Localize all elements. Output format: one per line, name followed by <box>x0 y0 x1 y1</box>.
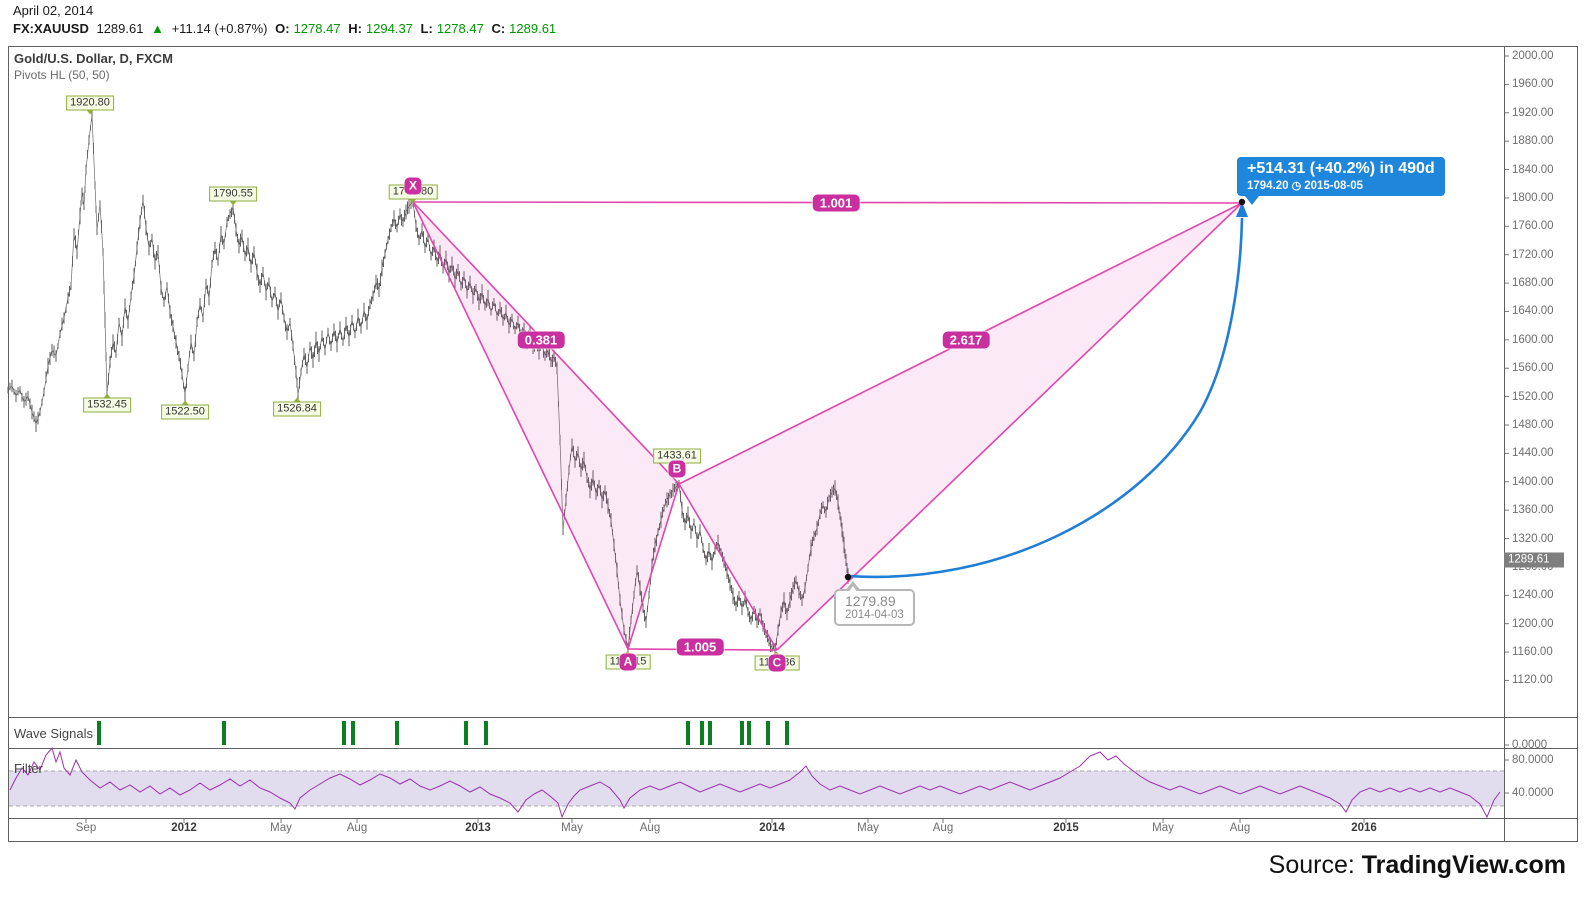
time-scale[interactable] <box>8 818 1504 841</box>
up-arrow-icon: ▲ <box>151 21 164 36</box>
ohlc-readout: FX:XAUUSD 1289.61 ▲ +11.14 (+0.87%) O: 12… <box>13 21 560 36</box>
point-date: 2014-04-03 <box>845 609 904 621</box>
open-value: 1278.47 <box>293 21 341 36</box>
last-price: 1289.61 <box>96 21 144 36</box>
close-label: C: <box>491 21 506 36</box>
projection-gain: +514.31 (+40.2%) in 490d <box>1247 160 1435 177</box>
source-attribution: Source: TradingView.com <box>1269 851 1566 880</box>
change-label: +11.14 (+0.87%) <box>171 21 268 36</box>
main-chart-pane[interactable] <box>8 46 1504 717</box>
open-label: O: <box>275 21 290 36</box>
wave-signals-pane-label[interactable]: Wave Signals <box>14 726 93 741</box>
fib-ratio-badge[interactable]: 1.005 <box>676 638 724 656</box>
low-value: 1278.47 <box>436 21 484 36</box>
clock-icon: ◷ <box>1291 180 1302 192</box>
pattern-point-B-badge[interactable]: B <box>668 460 686 478</box>
pattern-point-C-badge[interactable]: C <box>768 654 786 672</box>
projection-tooltip: +514.31 (+40.2%) in 490d 1794.20 ◷ 2015-08… <box>1237 157 1445 205</box>
pattern-point-A-badge[interactable]: A <box>619 653 637 671</box>
pattern-point-X-badge[interactable]: X <box>404 177 422 195</box>
price-scale[interactable] <box>1504 46 1577 841</box>
current-price-tag: 1289.61 <box>1504 552 1564 568</box>
fib-ratio-badge[interactable]: 2.617 <box>942 331 990 349</box>
filter-pane-label[interactable]: Filter <box>14 761 43 776</box>
date-label: April 02, 2014 <box>13 3 94 18</box>
high-label: H: <box>348 21 362 36</box>
low-label: L: <box>420 21 433 36</box>
fib-ratio-badge[interactable]: 1.001 <box>812 194 860 212</box>
close-value: 1289.61 <box>509 21 557 36</box>
projection-target: 1794.20 ◷ 2015-08-05 <box>1247 180 1364 192</box>
chart-title[interactable]: Gold/U.S. Dollar, D, FXCM <box>14 51 173 66</box>
tooltip-pointer <box>1245 196 1259 205</box>
point-price: 1279.89 <box>845 593 896 609</box>
symbol-label: FX:XAUUSD <box>13 21 89 36</box>
source-site: TradingView.com <box>1361 851 1566 879</box>
source-label: Source: <box>1268 851 1362 879</box>
indicator-label[interactable]: Pivots HL (50, 50) <box>14 68 110 82</box>
fib-ratio-badge[interactable]: 0.381 <box>517 331 565 349</box>
high-value: 1294.37 <box>365 21 413 36</box>
price-point-tooltip: 1279.89 2014-04-03 <box>834 581 915 626</box>
